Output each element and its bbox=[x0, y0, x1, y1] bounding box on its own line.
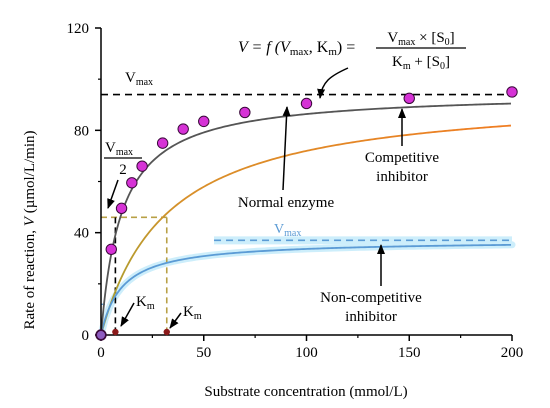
half-vmax-denominator: 2 bbox=[119, 162, 127, 178]
data-point bbox=[198, 115, 210, 128]
data-point bbox=[300, 97, 313, 110]
x-tick-label: 200 bbox=[501, 345, 524, 361]
noncompetitive-label-line2: inhibitor bbox=[345, 309, 397, 325]
equation-arrow bbox=[317, 67, 349, 99]
y-tick-label: 40 bbox=[74, 226, 89, 242]
noncompetitive-inhibitor-annotation: Non-competitive inhibitor bbox=[320, 244, 422, 325]
data-points-layer bbox=[95, 86, 518, 341]
normal-enzyme-annotation: Normal enzyme bbox=[238, 106, 335, 211]
x-tick-label: 50 bbox=[196, 345, 211, 361]
y-tick-label: 0 bbox=[82, 328, 90, 344]
x-tick-label: 100 bbox=[295, 345, 318, 361]
origin-point bbox=[96, 330, 106, 340]
half-vmax-numerator: Vmax bbox=[105, 140, 133, 158]
normal-enzyme-arrow bbox=[282, 106, 291, 191]
data-point bbox=[156, 137, 169, 149]
data-point bbox=[177, 123, 189, 135]
equation-lhs: V = f (Vmax, Km) = bbox=[238, 39, 355, 58]
normal-enzyme-label: Normal enzyme bbox=[238, 195, 335, 211]
equation-denominator: Km + [S0] bbox=[392, 54, 450, 72]
noncompetitive-curve-band bbox=[97, 241, 516, 339]
km-competitive-arrow bbox=[169, 312, 182, 329]
competitive-inhibitor-curve bbox=[100, 124, 512, 336]
x-tick-label: 150 bbox=[398, 345, 421, 361]
y-tick-label: 120 bbox=[67, 21, 90, 37]
km-normal-marker bbox=[112, 328, 119, 336]
data-point bbox=[403, 92, 415, 105]
y-tick-label: 80 bbox=[74, 123, 89, 139]
half-vmax-arrow bbox=[107, 179, 119, 209]
km-normal-annotation: Km bbox=[120, 294, 155, 327]
km-competitive-marker bbox=[163, 328, 170, 336]
x-axis-label: Substrate concentration (mmol/L) bbox=[204, 384, 407, 400]
competitive-label-line2: inhibitor bbox=[376, 169, 428, 185]
data-point bbox=[239, 106, 251, 119]
data-point bbox=[105, 243, 117, 255]
data-point bbox=[136, 160, 148, 172]
vmax-noncompetitive-label: Vmax bbox=[274, 222, 301, 239]
km-normal-label: Km bbox=[136, 294, 155, 312]
y-axis-label: Rate of reaction, V (µmol/L/min) bbox=[22, 130, 38, 329]
equation-numerator: Vmax × [S0] bbox=[387, 30, 454, 48]
km-competitive-label: Km bbox=[183, 304, 202, 322]
x-tick-label: 0 bbox=[97, 345, 105, 361]
competitive-inhibitor-annotation: Competitive inhibitor bbox=[365, 108, 440, 185]
noncompetitive-inhibitor-curve bbox=[100, 243, 511, 336]
data-point bbox=[126, 177, 138, 189]
competitive-label-line1: Competitive bbox=[365, 150, 440, 166]
noncompetitive-label-line1: Non-competitive bbox=[320, 290, 422, 306]
michaelis-menten-equation: V = f (Vmax, Km) = Vmax × [S0] Km + [S0] bbox=[238, 30, 466, 99]
data-point bbox=[506, 86, 518, 98]
km-competitive-annotation: Km bbox=[169, 304, 202, 329]
vmax-label: Vmax bbox=[125, 70, 153, 88]
half-vmax-label: Vmax 2 bbox=[104, 140, 142, 209]
km-normal-arrow bbox=[120, 302, 135, 327]
data-point bbox=[115, 202, 128, 215]
